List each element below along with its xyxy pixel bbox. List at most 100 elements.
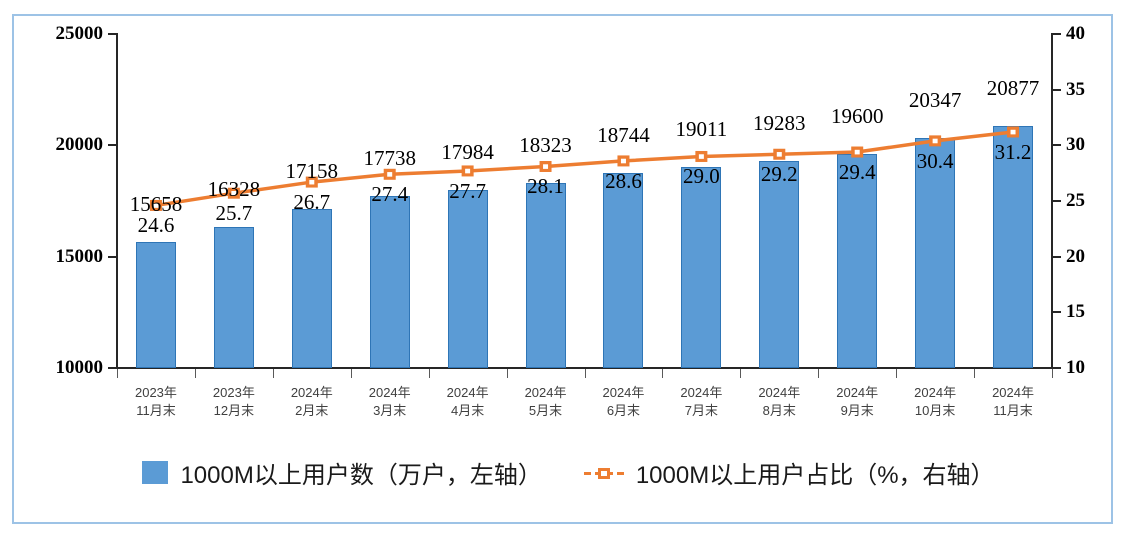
y-tick-label-right: 35 xyxy=(1066,78,1085,100)
line-path xyxy=(155,130,1014,208)
x-tick xyxy=(896,369,898,378)
bar-value-label: 18744 xyxy=(597,123,650,148)
x-category-label: 2024年 10月末 xyxy=(914,385,957,418)
line-value-label: 28.6 xyxy=(605,168,642,193)
x-category-label: 2024年 3月末 xyxy=(368,385,411,418)
bar[interactable] xyxy=(681,167,722,368)
legend-label-bar: 1000M以上用户数（万户，左轴） xyxy=(180,462,542,489)
bar-value-label: 17158 xyxy=(285,158,339,183)
bar[interactable] xyxy=(447,190,488,368)
y-tick-label-right: 25 xyxy=(1066,190,1085,211)
y-tick-label-right: 20 xyxy=(1066,245,1085,267)
x-tick xyxy=(974,369,976,378)
y-tick-right xyxy=(1053,200,1061,202)
bar[interactable] xyxy=(213,227,254,368)
y-tick-left xyxy=(108,367,116,369)
legend-item-line[interactable]: 1000M以上用户占比（%，右轴） xyxy=(583,455,995,490)
x-tick xyxy=(194,369,196,378)
bar-value-label: 17984 xyxy=(441,140,494,165)
y-tick-label-right: 40 xyxy=(1066,23,1085,44)
x-category-label: 2024年 5月末 xyxy=(524,385,567,418)
x-category-label: 2024年 9月末 xyxy=(836,385,879,418)
line-value-label: 26.7 xyxy=(293,190,331,215)
y-tick-right xyxy=(1053,33,1061,35)
bar-value-label: 19600 xyxy=(830,104,884,129)
x-tick xyxy=(428,369,430,378)
y-axis-left-line xyxy=(116,33,118,369)
legend-item-bar[interactable]: 1000M以上用户数（万户，左轴） xyxy=(142,455,542,490)
bar[interactable] xyxy=(135,242,176,368)
bar[interactable] xyxy=(525,182,566,368)
line-marker-center xyxy=(309,179,315,185)
x-category-label: 2024年 8月末 xyxy=(758,385,801,418)
line-value-label: 30.4 xyxy=(916,148,954,173)
y-tick-left xyxy=(108,33,116,35)
bar[interactable] xyxy=(603,173,644,368)
bar[interactable] xyxy=(993,125,1034,368)
x-category-label: 2023年 11月末 xyxy=(134,385,177,418)
x-category-label: 2024年 4月末 xyxy=(446,385,489,418)
y-axis-right-line xyxy=(1051,33,1053,369)
y-tick-label-left: 15000 xyxy=(55,245,104,267)
x-tick xyxy=(818,369,820,378)
y-tick-right xyxy=(1053,311,1061,314)
line-value-label: 25.7 xyxy=(215,201,253,226)
x-category-label: 2023年 12月末 xyxy=(212,385,255,418)
x-tick xyxy=(740,369,742,378)
x-tick xyxy=(1052,369,1053,378)
bar-value-label: 15658 xyxy=(129,192,183,216)
bar[interactable] xyxy=(915,137,956,368)
line-marker-center xyxy=(776,152,782,157)
y-tick-left xyxy=(108,255,116,258)
line-marker-center xyxy=(620,158,626,164)
line-value-label: 29.2 xyxy=(760,162,798,187)
y-tick-label-left: 20000 xyxy=(55,134,104,156)
line-value-label: 29.0 xyxy=(683,164,720,189)
line-value-label: 31.2 xyxy=(994,139,1032,164)
bar-value-label: 16328 xyxy=(207,177,261,202)
y-tick-label-right: 15 xyxy=(1066,301,1085,323)
line-marker-center xyxy=(1010,129,1016,135)
bar[interactable] xyxy=(837,154,878,368)
bar-value-label: 20347 xyxy=(908,87,962,112)
x-axis-line xyxy=(116,367,1053,369)
line-marker-center xyxy=(543,164,549,169)
bar-value-label: 19011 xyxy=(675,117,728,142)
line-value-label: 28.1 xyxy=(527,174,564,199)
y-tick-right xyxy=(1053,144,1061,147)
y-tick-left xyxy=(108,144,116,147)
x-tick xyxy=(584,369,586,378)
legend-label-line: 1000M以上用户占比（%，右轴） xyxy=(635,462,995,489)
y-tick-label-left: 25000 xyxy=(55,23,104,44)
x-tick xyxy=(662,369,664,378)
x-category-label: 2024年 11月末 xyxy=(992,385,1034,418)
line-marker-center xyxy=(854,149,860,155)
line-marker-center xyxy=(387,172,393,177)
line-value-label: 27.4 xyxy=(371,182,409,207)
line-value-label: 24.6 xyxy=(137,213,175,238)
bar-value-label: 18323 xyxy=(519,132,572,157)
line-series xyxy=(149,126,1020,211)
bar-swatch-icon xyxy=(142,461,169,484)
y-tick-right xyxy=(1053,88,1061,91)
y-tick-label-right: 30 xyxy=(1066,134,1085,156)
y-tick-right xyxy=(1053,367,1061,369)
line-value-label: 27.7 xyxy=(449,178,486,203)
bar[interactable] xyxy=(759,161,800,368)
y-tick-right xyxy=(1053,255,1061,258)
x-tick xyxy=(117,369,118,378)
line-marker-center xyxy=(698,154,704,159)
x-category-label: 2024年 2月末 xyxy=(290,385,333,418)
bar-value-label: 17738 xyxy=(363,145,416,170)
bar[interactable] xyxy=(369,195,410,368)
x-tick xyxy=(350,369,352,378)
bar-value-label: 20877 xyxy=(986,75,1040,100)
chart-legend: 1000M以上用户数（万户，左轴） 1000M以上用户占比（%，右轴） xyxy=(0,455,1137,490)
y-tick-label-right: 10 xyxy=(1066,357,1085,378)
x-category-label: 2024年 7月末 xyxy=(680,385,723,418)
line-marker-icon xyxy=(583,466,624,480)
bar[interactable] xyxy=(291,208,332,368)
bar-value-label: 19283 xyxy=(753,111,806,136)
line-marker-center xyxy=(932,138,938,144)
